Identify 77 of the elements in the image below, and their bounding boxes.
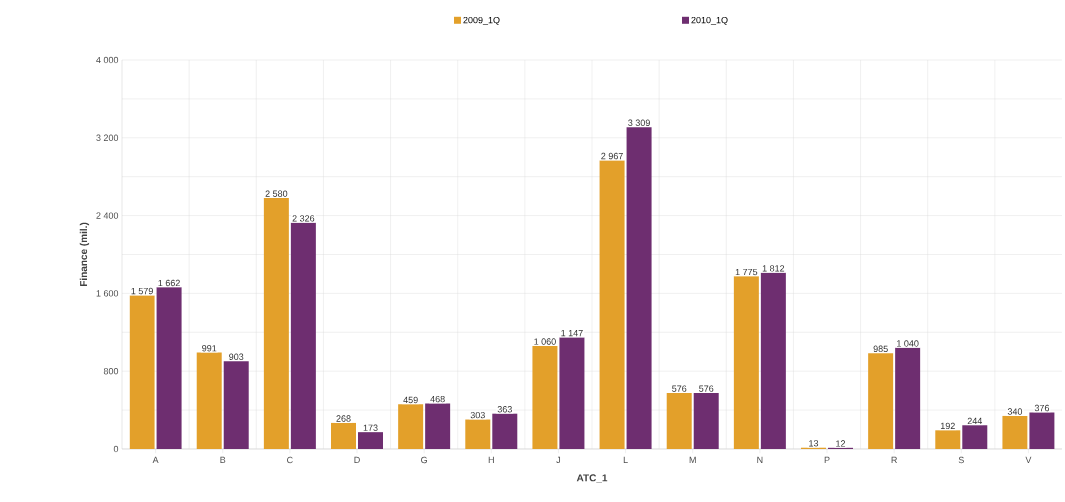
x-tick-label: L bbox=[623, 456, 628, 463]
x-axis-title: ATC_1 bbox=[576, 474, 608, 483]
bar bbox=[760, 272, 786, 449]
bar bbox=[666, 392, 692, 449]
data-label: 13 bbox=[809, 440, 819, 447]
data-label: 173 bbox=[363, 424, 378, 431]
data-label: 1 060 bbox=[534, 338, 556, 345]
x-tick-label: A bbox=[152, 456, 159, 463]
data-label: 991 bbox=[202, 345, 217, 352]
x-tick-label: D bbox=[354, 456, 360, 463]
data-label: 303 bbox=[470, 411, 485, 419]
x-tick-label: J bbox=[556, 456, 561, 464]
bar bbox=[129, 295, 155, 449]
y-tick-label: 2 400 bbox=[96, 212, 119, 219]
bar bbox=[1002, 415, 1028, 449]
x-tick-label: P bbox=[824, 456, 830, 463]
y-tick-label: 800 bbox=[103, 368, 119, 375]
bar bbox=[599, 160, 625, 449]
data-label: 3 309 bbox=[628, 119, 650, 126]
x-tick-label: G bbox=[421, 456, 427, 464]
x-tick-label: R bbox=[891, 456, 897, 463]
data-label: 376 bbox=[1034, 404, 1050, 412]
data-label: 459 bbox=[403, 396, 418, 404]
bar bbox=[156, 287, 182, 449]
x-tick-label: S bbox=[958, 456, 964, 464]
bar bbox=[465, 419, 491, 449]
bar bbox=[331, 422, 357, 449]
bar bbox=[559, 337, 585, 449]
data-label: 192 bbox=[940, 422, 955, 430]
data-label: 576 bbox=[672, 385, 687, 392]
bar bbox=[895, 347, 921, 449]
data-label: 1 147 bbox=[561, 330, 583, 337]
data-label: 1 579 bbox=[131, 287, 153, 295]
x-tick-label: V bbox=[1025, 456, 1032, 463]
bar bbox=[398, 404, 424, 449]
data-label: 1 775 bbox=[735, 268, 758, 276]
x-tick-label: N bbox=[757, 456, 763, 463]
data-label: 363 bbox=[497, 406, 512, 413]
x-tick-label: B bbox=[220, 456, 226, 463]
bar bbox=[693, 392, 719, 449]
data-label: 468 bbox=[430, 395, 445, 403]
bar bbox=[868, 353, 894, 449]
bar bbox=[733, 276, 759, 449]
data-label: 2 326 bbox=[292, 215, 315, 222]
bar bbox=[935, 430, 961, 449]
data-label: 1 812 bbox=[762, 265, 785, 272]
data-label: 2 967 bbox=[601, 152, 623, 160]
bar bbox=[290, 222, 316, 449]
data-label: 1 662 bbox=[158, 279, 180, 287]
y-tick-label: 3 200 bbox=[96, 134, 119, 141]
y-tick-label: 4 000 bbox=[96, 56, 119, 64]
bar bbox=[425, 403, 451, 449]
data-label: 12 bbox=[836, 440, 846, 447]
bar bbox=[196, 352, 222, 449]
data-label: 268 bbox=[336, 415, 351, 422]
data-label: 985 bbox=[873, 345, 888, 352]
data-label: 903 bbox=[229, 353, 244, 360]
data-label: 244 bbox=[967, 417, 983, 425]
legend-label: 2009_1Q bbox=[463, 16, 500, 25]
x-tick-label: M bbox=[689, 456, 696, 463]
y-axis-title: Finance (mil.) bbox=[79, 222, 90, 287]
x-tick-label: C bbox=[287, 456, 293, 464]
data-label: 1 040 bbox=[897, 340, 919, 347]
bar bbox=[532, 345, 558, 449]
legend-label: 2010_1Q bbox=[691, 16, 728, 25]
bar bbox=[263, 198, 289, 449]
data-label: 2 580 bbox=[265, 190, 288, 197]
y-tick-label: 1 600 bbox=[96, 290, 119, 297]
data-label: 340 bbox=[1007, 408, 1023, 415]
bar bbox=[492, 413, 518, 449]
bar bbox=[358, 432, 384, 449]
bar bbox=[962, 425, 988, 449]
x-tick-label: H bbox=[488, 456, 494, 463]
y-tick-label: 0 bbox=[113, 445, 119, 453]
data-label: 576 bbox=[699, 385, 714, 392]
bar bbox=[223, 361, 249, 449]
bar bbox=[626, 127, 652, 449]
